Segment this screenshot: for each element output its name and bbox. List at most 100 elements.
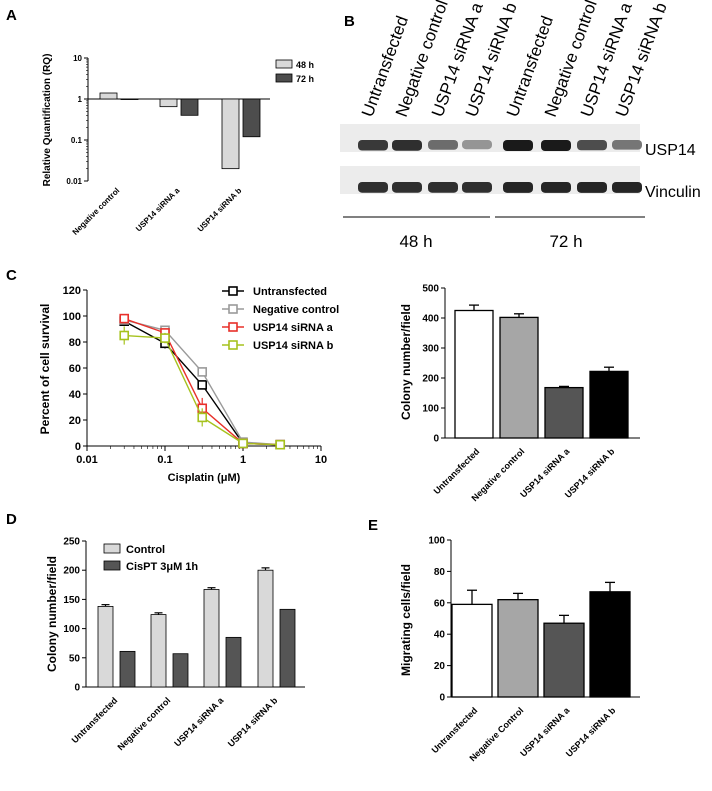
bar-control-usp14-sirna-a <box>203 589 220 688</box>
band-vinculin-7 <box>577 182 607 193</box>
y-tick-label: 100 <box>63 624 80 635</box>
y-tick-label: 400 <box>422 314 439 325</box>
legend-label-cispt-3-m-1h: CisPT 3μM 1h <box>126 561 198 573</box>
bar-48-h-usp14-sirna-a <box>159 98 178 108</box>
band-vinculin-6 <box>541 182 571 193</box>
x-tick-label: USP14 siRNA a <box>172 695 226 749</box>
x-tick-label: USP14 siRNA b <box>226 695 280 749</box>
panel-letter-d: D <box>6 511 17 528</box>
point-usp14-sirna-b <box>238 438 248 449</box>
bar-48-h-usp14-sirna-b <box>221 98 240 170</box>
bar-negative-control <box>497 599 539 698</box>
y-tick-label: 120 <box>63 285 81 297</box>
y-tick-label: 10 <box>73 54 82 63</box>
y-tick-label: 100 <box>422 404 439 415</box>
group-label-72h: 72 h <box>549 232 582 251</box>
x-tick-label: 0.01 <box>76 454 97 466</box>
x-tick-label: Untransfected <box>432 446 482 496</box>
band-usp14-5 <box>503 140 533 151</box>
y-axis-label: Migrating cells/field <box>399 564 413 676</box>
panel-letter-c: C <box>6 267 17 284</box>
y-tick-label: 200 <box>422 374 439 385</box>
band-label-vinculin: Vinculin <box>645 184 701 201</box>
y-tick-label: 200 <box>63 566 80 577</box>
panel-letter-a: A <box>6 7 17 24</box>
band-usp14-2 <box>392 140 422 151</box>
bar-usp14-sirna-b <box>589 370 629 439</box>
point-untransfected <box>197 380 208 390</box>
legend-label-control: Control <box>126 544 165 556</box>
panel-letter-b: B <box>344 13 355 30</box>
x-tick-label: Negative control <box>71 186 122 237</box>
bar-usp14-sirna-a <box>543 622 585 698</box>
legend-marker-usp14-sirna-b <box>228 340 238 350</box>
x-tick-label: USP14 siRNA b <box>563 446 617 500</box>
bar-72-h-usp14-sirna-a <box>180 98 199 116</box>
y-tick-label: 100 <box>63 311 81 323</box>
y-tick-label: 0 <box>75 441 81 453</box>
band-vinculin-2 <box>392 182 422 193</box>
y-tick-label: 60 <box>69 363 81 375</box>
band-usp14-1 <box>358 140 388 151</box>
x-tick-label: USP14 siRNA b <box>196 186 244 234</box>
x-tick-label: Untransfected <box>430 705 480 755</box>
bar-control-usp14-sirna-b <box>257 569 274 688</box>
bar-cispt-3-m-1h-usp14-sirna-b <box>279 608 296 688</box>
bar-cispt-3-m-1h-usp14-sirna-a <box>225 636 242 688</box>
band-vinculin-4 <box>462 182 492 193</box>
y-tick-label: 300 <box>422 344 439 355</box>
bar-untransfected <box>451 603 493 698</box>
legend-swatch-72-h <box>275 73 293 83</box>
band-usp14-3 <box>428 140 458 150</box>
y-tick-label: 250 <box>63 537 80 548</box>
bar-negative-control <box>499 316 539 439</box>
point-usp14-sirna-a <box>119 313 130 324</box>
legend-label-negative-control: Negative control <box>253 304 339 316</box>
y-axis-label: Relative Quantification (RQ) <box>42 54 53 187</box>
y-tick-label: 150 <box>63 595 80 606</box>
band-vinculin-3 <box>428 182 458 193</box>
y-tick-label: 80 <box>434 567 446 578</box>
band-usp14-7 <box>577 140 607 151</box>
y-axis-label: Colony number/field <box>45 556 59 672</box>
bar-cispt-3-m-1h-untransfected <box>119 650 136 688</box>
y-tick-label: 1 <box>78 95 83 104</box>
x-tick-label: Untransfected <box>70 695 120 745</box>
bar-cispt-3-m-1h-negative-control <box>172 653 189 688</box>
bar-untransfected <box>454 309 494 439</box>
bar-72-h-negative-control <box>120 98 139 100</box>
band-vinculin-1 <box>358 182 388 193</box>
point-negative-control <box>197 367 208 377</box>
y-tick-label: 80 <box>69 337 81 349</box>
x-tick-label: Negative control <box>115 695 172 752</box>
band-usp14-4 <box>462 140 492 150</box>
legend-label-usp14-sirna-a: USP14 siRNA a <box>253 322 334 334</box>
x-tick-label: 0.1 <box>157 454 172 466</box>
y-tick-label: 20 <box>434 661 446 672</box>
y-axis-label: Percent of cell survival <box>38 304 52 435</box>
band-vinculin-5 <box>503 182 533 193</box>
bar-usp14-sirna-b <box>589 591 631 698</box>
legend-swatch-control <box>103 543 121 554</box>
bar-control-negative-control <box>150 614 167 688</box>
y-tick-label: 0 <box>433 434 439 445</box>
legend-marker-usp14-sirna-a <box>228 322 238 332</box>
band-vinculin-8 <box>612 182 642 193</box>
y-axis-label: Colony number/field <box>399 304 413 420</box>
x-tick-label: USP14 siRNA a <box>134 186 182 234</box>
y-tick-label: 0 <box>439 693 445 704</box>
y-tick-label: 50 <box>69 653 81 664</box>
y-tick-label: 0 <box>74 683 80 694</box>
band-label-usp14: USP14 <box>645 142 696 159</box>
legend-label-48-h: 48 h <box>296 60 314 70</box>
legend-label-usp14-sirna-b: USP14 siRNA b <box>253 340 334 352</box>
band-usp14-6 <box>541 140 571 151</box>
bar-72-h-usp14-sirna-b <box>242 98 261 138</box>
y-tick-label: 40 <box>434 630 446 641</box>
